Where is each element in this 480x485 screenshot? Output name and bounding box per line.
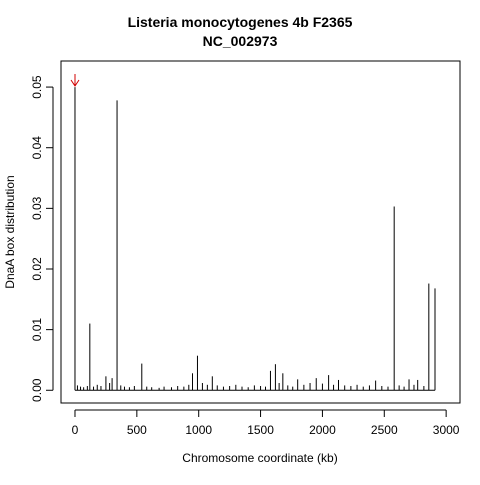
y-axis-label: DnaA box distribution bbox=[3, 175, 17, 288]
chart-subtitle: NC_002973 bbox=[203, 33, 278, 49]
x-tick-label: 3000 bbox=[433, 423, 460, 437]
y-tick-label: 0.01 bbox=[30, 318, 44, 342]
x-tick-label: 1000 bbox=[185, 423, 212, 437]
x-tick-label: 1500 bbox=[247, 423, 274, 437]
chart-title: Listeria monocytogenes 4b F2365 bbox=[128, 14, 353, 30]
y-tick-label: 0.05 bbox=[30, 75, 44, 99]
x-tick-label: 0 bbox=[72, 423, 79, 437]
x-tick-label: 2000 bbox=[309, 423, 336, 437]
plot-box bbox=[60, 60, 461, 404]
y-tick-label: 0.04 bbox=[30, 136, 44, 160]
x-tick-label: 2500 bbox=[371, 423, 398, 437]
y-tick-label: 0.00 bbox=[30, 378, 44, 402]
y-tick-label: 0.02 bbox=[30, 257, 44, 281]
x-axis-label: Chromosome coordinate (kb) bbox=[182, 451, 337, 465]
x-tick-label: 500 bbox=[127, 423, 147, 437]
annotation-arrow bbox=[70, 74, 80, 87]
y-tick-label: 0.03 bbox=[30, 196, 44, 220]
